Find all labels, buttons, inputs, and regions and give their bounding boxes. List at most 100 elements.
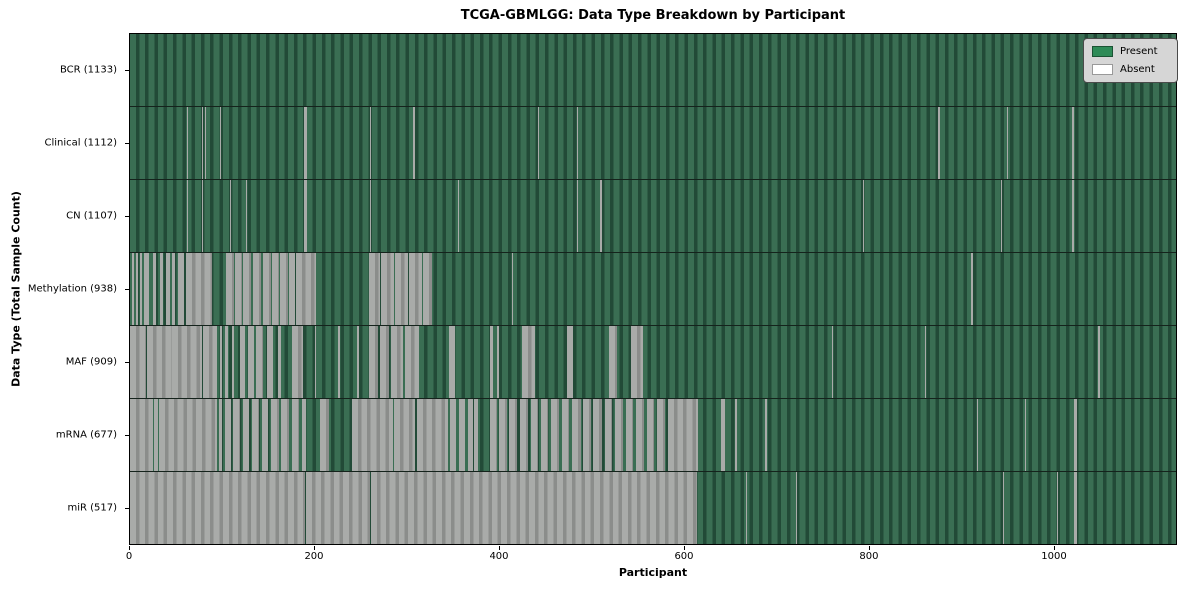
absent-run [233,399,240,471]
absent-run [474,399,479,471]
ytick-label-miR: miR (517) [67,502,117,514]
absent-run [604,399,612,471]
absent-run [381,253,395,325]
absent-run [369,253,381,325]
absent-run [412,180,414,252]
xtick-label-200: 200 [304,551,324,562]
absent-run [154,399,158,471]
absent-run [490,326,493,398]
absent-run [337,326,340,398]
absent-run [745,472,747,544]
legend-label-absent: Absent [1120,64,1155,75]
absent-run [540,399,549,471]
absent-run [566,326,574,398]
absent-run [394,253,408,325]
legend-entry-absent: Absent [1092,64,1169,75]
absent-run [668,399,698,471]
heatmap-row-Clinical [130,107,1176,180]
absent-run [370,180,371,252]
absent-run [765,399,767,471]
absent-run [370,107,371,179]
legend: Present Absent [1083,38,1178,83]
absent-run [576,107,578,179]
absent-run [130,326,146,398]
absent-run [408,253,422,325]
ytick-label-BCR: BCR (1133) [59,64,117,76]
absent-run [271,399,279,471]
xtick-mark [683,546,685,550]
absent-run [218,399,223,471]
absent-run [657,399,666,471]
absent-run [202,180,203,252]
absent-run [178,253,184,325]
absent-run [971,253,973,325]
x-axis-label: Participant [618,566,688,579]
absent-run [720,399,725,471]
absent-run [226,253,235,325]
absent-run [256,326,263,398]
absent-run [499,399,507,471]
ytick-label-CN: CN (1107) [66,210,117,222]
absent-run [159,253,164,325]
absent-run [158,399,217,471]
absent-run [235,253,242,325]
absent-run [219,326,223,398]
absent-run [187,107,189,179]
xtick-label-800: 800 [859,551,879,562]
absent-run [301,399,307,471]
absent-run [509,399,517,471]
absent-run [572,399,581,471]
absent-run [1074,472,1078,544]
absent-run [369,326,379,398]
absent-run [1003,472,1005,544]
absent-run [490,399,497,471]
absent-run [863,180,864,252]
absent-run [251,399,260,471]
absent-run [1071,180,1074,252]
xtick-mark [1053,546,1055,550]
absent-run [187,180,189,252]
absent-run [314,326,317,398]
absent-run [225,399,231,471]
absent-run [266,326,274,398]
absent-run [246,180,248,252]
absent-run [202,326,217,398]
absent-run [229,180,231,252]
absent-run [646,399,655,471]
absent-run [394,399,416,471]
xtick-label-400: 400 [489,551,509,562]
absent-run [242,399,250,471]
ytick-mark [125,215,129,217]
absent-run [614,399,623,471]
ytick-mark [125,508,129,510]
absent-run [166,253,170,325]
absent-run [831,326,834,398]
absent-run [1024,399,1027,471]
absent-run [143,253,150,325]
ytick-mark [125,289,129,290]
absent-run [186,253,213,325]
absent-run [172,326,202,398]
absent-run [291,399,299,471]
xtick-mark [498,546,500,550]
absent-run [130,472,306,544]
absent-run [281,399,289,471]
heatmap-row-miR [130,472,1176,544]
heatmap-plot-area [129,33,1177,545]
absent-run [631,326,644,398]
xtick-label-600: 600 [674,551,694,562]
absent-run [583,399,591,471]
ytick-label-Methylation: Methylation (938) [27,283,117,295]
absent-run [352,399,394,471]
ytick-mark [125,142,129,144]
absent-run [449,326,455,398]
absent-run [576,180,578,252]
heatmap-row-Methylation [130,253,1176,326]
absent-run [153,253,156,325]
absent-run [924,326,926,398]
xtick-label-1000: 1000 [1041,551,1067,562]
absent-run [405,326,419,398]
absent-run [202,107,203,179]
absent-run [131,253,134,325]
